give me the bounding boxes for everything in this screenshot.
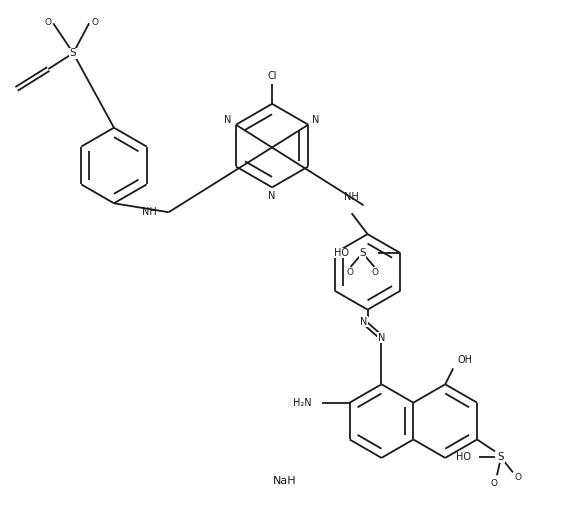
Text: Cl: Cl: [267, 71, 277, 81]
Text: N: N: [378, 333, 385, 342]
Text: S: S: [498, 453, 504, 462]
Text: HO: HO: [456, 453, 471, 462]
Text: O: O: [372, 268, 379, 277]
Text: N: N: [225, 115, 232, 125]
Text: NH: NH: [142, 207, 157, 217]
Text: NaH: NaH: [273, 476, 297, 486]
Text: NH: NH: [344, 193, 359, 202]
Text: HO: HO: [334, 248, 348, 258]
Text: OH: OH: [457, 356, 472, 365]
Text: N: N: [312, 115, 320, 125]
Text: O: O: [346, 268, 353, 277]
Text: O: O: [92, 18, 98, 27]
Text: N: N: [268, 192, 276, 201]
Text: S: S: [70, 48, 77, 58]
Text: N: N: [360, 316, 367, 327]
Text: O: O: [514, 473, 521, 482]
Text: H₂N: H₂N: [293, 398, 312, 408]
Text: O: O: [45, 18, 52, 27]
Text: S: S: [359, 248, 366, 258]
Text: O: O: [491, 479, 498, 488]
